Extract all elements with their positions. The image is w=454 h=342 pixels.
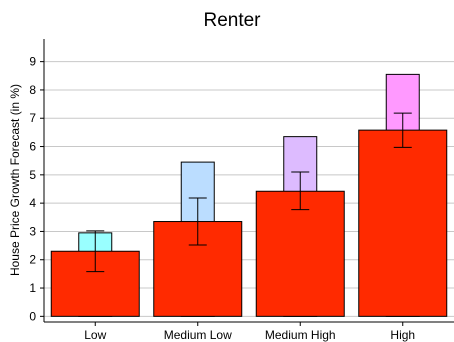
error-bars: [86, 112, 412, 273]
y-tick-label: 2: [29, 253, 36, 267]
y-axis-ticks: 0 1 2 3 4 5 6 7 8 9: [29, 55, 44, 323]
y-tick-label: 6: [29, 140, 36, 154]
y-tick-label: 7: [29, 111, 36, 125]
y-axis-label: House Price Growth Forecast (in %): [8, 84, 22, 276]
front-bars: [50, 129, 448, 317]
y-tick-label: 8: [29, 83, 36, 97]
y-tick-label: 5: [29, 168, 36, 182]
y-tick-label: 4: [29, 196, 36, 210]
x-tick-label: Medium Low: [164, 328, 232, 342]
y-tick-label: 1: [29, 281, 36, 295]
y-tick-label: 0: [29, 309, 36, 323]
axes: [43, 39, 454, 323]
x-tick-label: High: [390, 328, 415, 342]
x-axis-ticks: Low Medium Low Medium High High: [84, 322, 415, 342]
front-bar-medium-high: [255, 190, 345, 317]
x-tick-label: Low: [84, 328, 106, 342]
y-tick-label: 9: [29, 55, 36, 69]
chart-title: Renter: [203, 10, 261, 31]
x-tick-label: Medium High: [265, 328, 336, 342]
front-bar-high: [358, 129, 448, 317]
y-tick-label: 3: [29, 224, 36, 238]
